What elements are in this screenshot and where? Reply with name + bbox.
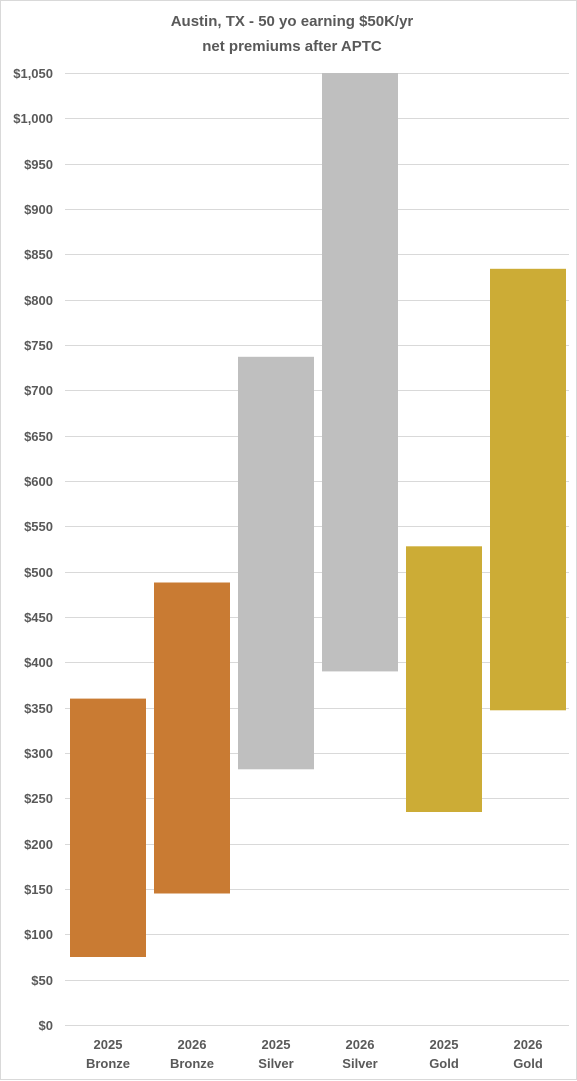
x-tick-label-tier: Gold xyxy=(429,1056,459,1071)
x-tick-label-tier: Silver xyxy=(258,1056,293,1071)
y-tick-label: $200 xyxy=(24,837,53,852)
x-tick-label-year: 2025 xyxy=(94,1037,123,1052)
chart-title-line-1: Austin, TX - 50 yo earning $50K/yr xyxy=(171,13,414,30)
y-tick-label: $750 xyxy=(24,338,53,353)
y-tick-label: $300 xyxy=(24,746,53,761)
y-tick-label: $550 xyxy=(24,519,53,534)
y-tick-label: $900 xyxy=(24,202,53,217)
y-tick-label: $450 xyxy=(24,610,53,625)
x-tick-label-tier: Gold xyxy=(513,1056,543,1071)
range-bar-2025-bronze xyxy=(70,698,146,957)
x-tick-label-tier: Silver xyxy=(342,1056,377,1071)
x-axis-tick-labels: 2025 Bronze 2026 Bronze 2025 Silver 2026 Silver… xyxy=(86,1037,543,1071)
y-axis-tick-labels: $0 $50 $100 $150 $200 $250 $300 $350 $400 $450 $50… xyxy=(13,66,53,1033)
y-tick-label: $350 xyxy=(24,701,53,716)
x-tick-label-year: 2026 xyxy=(514,1037,543,1052)
y-tick-label: $850 xyxy=(24,247,53,262)
y-tick-label: $650 xyxy=(24,429,53,444)
x-tick-label-year: 2026 xyxy=(178,1037,207,1052)
y-tick-label: $1,050 xyxy=(13,66,53,81)
y-tick-label: $0 xyxy=(39,1018,53,1033)
x-tick-label-year: 2026 xyxy=(346,1037,375,1052)
y-tick-label: $700 xyxy=(24,383,53,398)
y-tick-label: $50 xyxy=(31,973,53,988)
range-bar-2026-bronze xyxy=(154,582,230,894)
y-tick-label: $1,000 xyxy=(13,111,53,126)
range-bar-2026-gold xyxy=(490,268,566,711)
gridlines xyxy=(65,73,569,1026)
range-bar-2025-gold xyxy=(406,546,482,812)
y-tick-label: $150 xyxy=(24,882,53,897)
chart-title-line-2: net premiums after APTC xyxy=(202,38,382,55)
range-bars xyxy=(70,73,566,957)
y-tick-label: $800 xyxy=(24,293,53,308)
y-tick-label: $250 xyxy=(24,791,53,806)
y-tick-label: $500 xyxy=(24,565,53,580)
range-bar-2025-silver xyxy=(238,356,314,770)
y-tick-label: $400 xyxy=(24,655,53,670)
x-tick-label-year: 2025 xyxy=(262,1037,291,1052)
x-tick-label-tier: Bronze xyxy=(170,1056,214,1071)
x-tick-label-tier: Bronze xyxy=(86,1056,130,1071)
x-tick-label-year: 2025 xyxy=(430,1037,459,1052)
y-tick-label: $100 xyxy=(24,927,53,942)
y-tick-label: $600 xyxy=(24,474,53,489)
y-tick-label: $950 xyxy=(24,157,53,172)
range-bar-2026-silver xyxy=(322,73,398,672)
